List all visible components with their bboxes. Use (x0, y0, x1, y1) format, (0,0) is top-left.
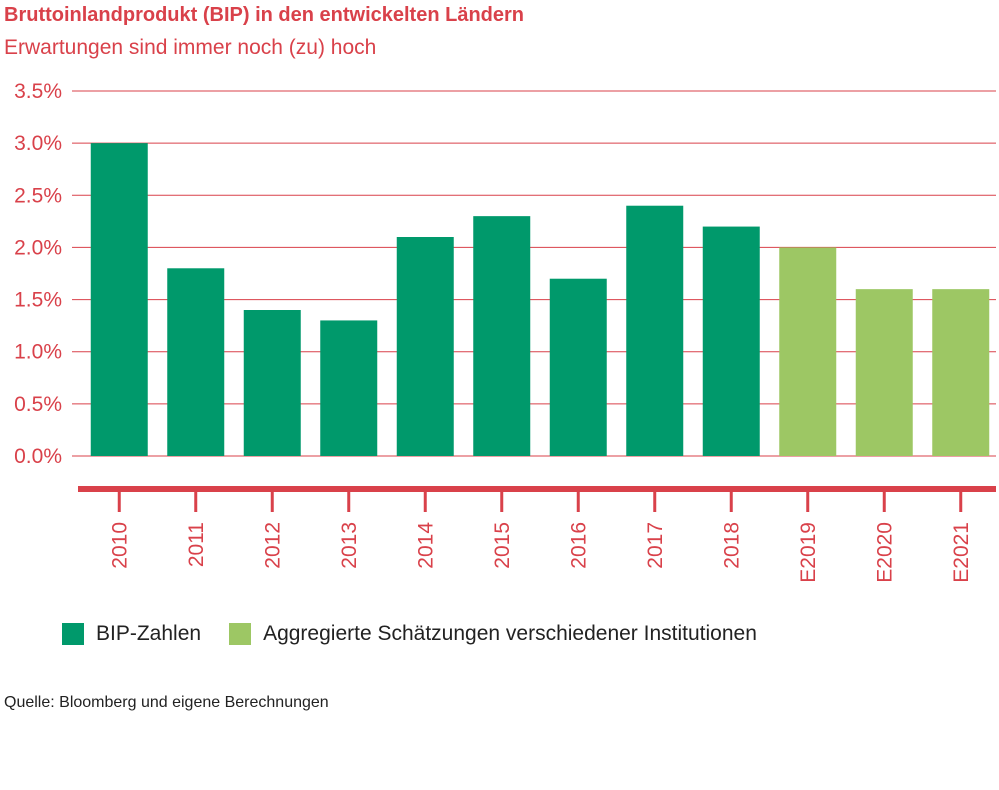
x-tick-label: E2019 (797, 522, 820, 583)
legend-label-actual: BIP-Zahlen (96, 622, 202, 645)
x-tick-label: 2013 (338, 522, 361, 569)
chart-title: Bruttoinlandprodukt (BIP) in den entwick… (4, 4, 525, 26)
y-tick-label: 1.0% (14, 341, 62, 364)
bar (396, 237, 454, 456)
y-tick-label: 2.0% (14, 236, 62, 259)
x-axis-line (78, 486, 996, 492)
bar (90, 143, 148, 456)
x-tick-label: 2016 (567, 522, 590, 569)
bar (855, 289, 913, 456)
y-tick-label: 0.0% (14, 445, 62, 468)
legend: BIP-Zahlen Aggregierte Schätzungen versc… (62, 622, 785, 646)
y-tick-label: 2.5% (14, 184, 62, 207)
y-tick-label: 3.5% (14, 80, 62, 103)
bar (702, 226, 760, 456)
x-tick-label: E2020 (873, 522, 896, 583)
legend-swatch-estimate (229, 623, 252, 645)
bar (473, 216, 531, 456)
x-tick-label: 2010 (108, 522, 131, 569)
chart-subtitle: Erwartungen sind immer noch (zu) hoch (4, 36, 377, 59)
bar (549, 278, 607, 456)
bar-chart: 0.0% 0.5% 1.0% 1.5% 2.0% 2.5% 3.0% 3.5% 2010 2011… (14, 80, 996, 583)
x-tick-label: 2017 (644, 522, 667, 569)
x-tick-label: 2011 (185, 522, 208, 567)
bar (167, 268, 225, 456)
legend-swatch-actual (62, 623, 84, 645)
y-tick-label: 1.5% (14, 289, 62, 312)
legend-item-actual: BIP-Zahlen (62, 622, 201, 646)
bar (932, 289, 990, 456)
source-note: Quelle: Bloomberg und eigene Berechnunge… (4, 694, 329, 711)
x-tick-label: 2014 (414, 522, 437, 569)
legend-item-estimate: Aggregierte Schätzungen verschiedener In… (229, 622, 757, 646)
bar (626, 205, 684, 456)
y-tick-label: 3.0% (14, 132, 62, 155)
x-tick-label: 2015 (491, 522, 514, 569)
y-tick-label: 0.5% (14, 393, 62, 416)
bar (320, 320, 378, 456)
legend-label-estimate: Aggregierte Schätzungen verschiedener In… (263, 622, 757, 645)
bar (243, 310, 301, 456)
x-tick-label: E2021 (950, 522, 973, 583)
x-tick-label: 2012 (261, 522, 284, 569)
bar (779, 247, 837, 456)
x-tick-label: 2018 (720, 522, 743, 569)
